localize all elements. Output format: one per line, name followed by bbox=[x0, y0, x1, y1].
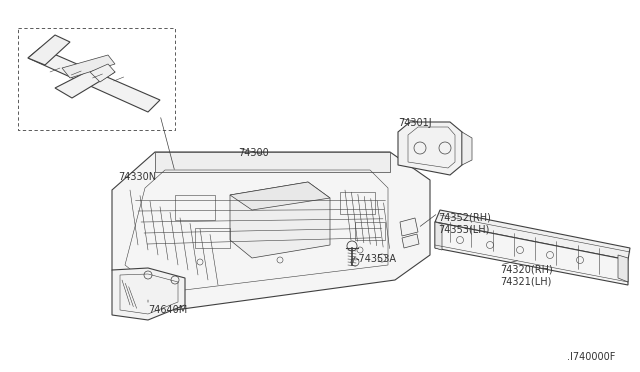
Polygon shape bbox=[112, 268, 185, 320]
Polygon shape bbox=[155, 152, 390, 172]
Polygon shape bbox=[435, 222, 628, 285]
Text: 74300: 74300 bbox=[238, 148, 269, 158]
Text: -74353A: -74353A bbox=[356, 254, 397, 264]
Text: .I740000F: .I740000F bbox=[567, 352, 616, 362]
Text: 74640M: 74640M bbox=[148, 305, 188, 315]
Polygon shape bbox=[618, 255, 628, 282]
Polygon shape bbox=[28, 35, 70, 65]
Text: 74320(RH): 74320(RH) bbox=[500, 265, 553, 275]
Polygon shape bbox=[230, 182, 330, 210]
Polygon shape bbox=[462, 132, 472, 165]
Text: 74321(LH): 74321(LH) bbox=[500, 276, 552, 286]
Polygon shape bbox=[90, 64, 115, 82]
Polygon shape bbox=[398, 122, 462, 175]
Polygon shape bbox=[112, 152, 430, 310]
Polygon shape bbox=[55, 65, 115, 98]
Polygon shape bbox=[230, 182, 330, 258]
Text: 74330N: 74330N bbox=[118, 172, 156, 182]
Polygon shape bbox=[400, 218, 418, 236]
Polygon shape bbox=[62, 55, 115, 78]
Polygon shape bbox=[435, 210, 630, 260]
Polygon shape bbox=[435, 222, 442, 250]
Text: 74352(RH): 74352(RH) bbox=[438, 213, 491, 223]
Polygon shape bbox=[402, 234, 419, 248]
Text: 74301J: 74301J bbox=[398, 118, 431, 128]
Polygon shape bbox=[28, 48, 160, 112]
Text: 74353(LH): 74353(LH) bbox=[438, 224, 490, 234]
